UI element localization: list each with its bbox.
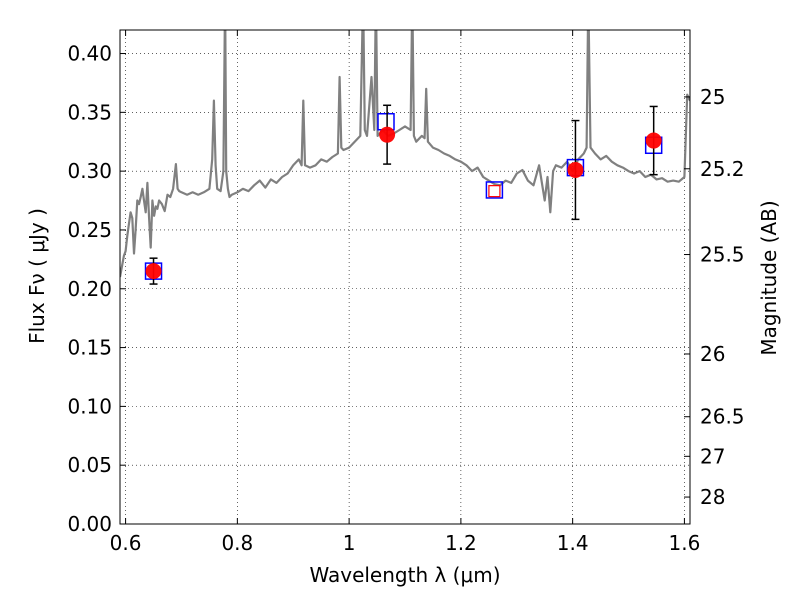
flux-measurement-point: [379, 126, 396, 143]
y-tick-label: 0.20: [67, 277, 112, 301]
frame-layer: [119, 29, 691, 525]
x-tick-label: 1.6: [669, 531, 701, 555]
flux-measurement-point: [567, 161, 584, 178]
y-tick-label: 0.30: [67, 159, 112, 183]
right-axis-label: Magnitude (AB): [757, 200, 781, 355]
magnitude-tick-label: 27: [700, 444, 725, 468]
flux-measurement-point: [145, 263, 162, 280]
x-tick-label: 1: [343, 531, 356, 555]
x-tick-label: 0.6: [110, 531, 142, 555]
magnitude-tick-label: 25.5: [700, 243, 745, 267]
x-tick-label: 1.2: [445, 531, 477, 555]
y-tick-label: 0.35: [67, 100, 112, 124]
y-tick-label: 0.10: [67, 394, 112, 418]
labels-layer: Wavelength λ (μm) Flux Fν ( μJy ) Magnit…: [25, 42, 781, 587]
model-square-point: [488, 185, 501, 198]
x-tick-label: 0.8: [221, 531, 253, 555]
x-axis-label: Wavelength λ (μm): [309, 563, 500, 587]
data-layer: [120, 30, 690, 285]
photometry-square-point: [485, 181, 504, 199]
model-spectrum-line: [120, 30, 690, 278]
magnitude-tick-label: 28: [700, 485, 725, 509]
magnitude-tick-label: 26: [700, 342, 725, 366]
y-tick-label: 0.00: [67, 512, 112, 536]
x-tick-label: 1.4: [557, 531, 589, 555]
y-tick-label: 0.40: [67, 42, 112, 66]
y-tick-label: 0.25: [67, 218, 112, 242]
plot-frame: [119, 29, 691, 525]
grid-layer: [120, 30, 690, 525]
flux-measurement-point: [645, 132, 662, 149]
y-axis-label: Flux Fν ( μJy ): [25, 208, 49, 344]
magnitude-tick-label: 25.2: [700, 157, 745, 181]
y-tick-label: 0.05: [67, 453, 112, 477]
magnitude-tick-label: 26.5: [700, 405, 745, 429]
y-tick-label: 0.15: [67, 336, 112, 360]
magnitude-tick-label: 25: [700, 85, 725, 109]
